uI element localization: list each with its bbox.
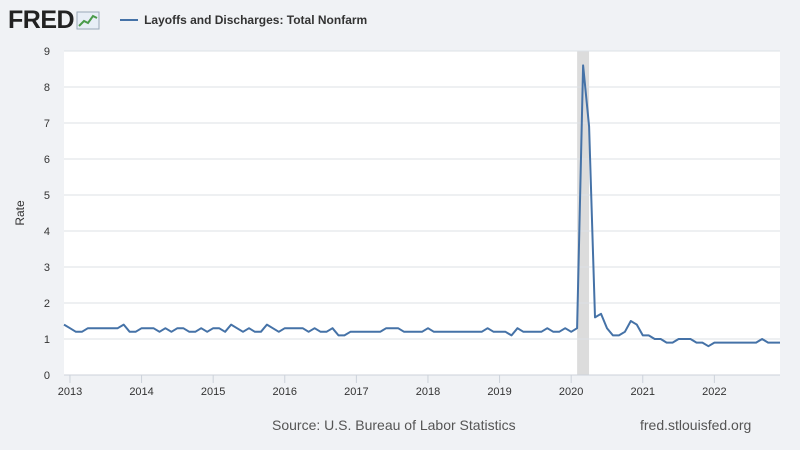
source-note: Source: U.S. Bureau of Labor Statistics <box>272 417 516 433</box>
y-tick-label: 3 <box>44 262 50 274</box>
x-tick-label: 2016 <box>273 386 297 398</box>
series-line-layoffs[interactable] <box>63 64 780 348</box>
legend[interactable]: Layoffs and Discharges: Total Nonfarm <box>120 13 367 27</box>
x-tick-label: 2013 <box>58 386 82 398</box>
y-tick-label: 4 <box>44 226 50 238</box>
x-tick-label: 2019 <box>487 386 511 398</box>
y-axis-label: Rate <box>13 200 27 226</box>
y-tick-label: 8 <box>44 82 50 94</box>
plot-area <box>64 51 780 375</box>
y-tick-label: 6 <box>44 154 50 166</box>
y-tick-label: 7 <box>44 118 50 130</box>
x-tick-label: 2021 <box>631 386 655 398</box>
y-tick-label: 2 <box>44 298 50 310</box>
x-tick-label: 2018 <box>416 386 440 398</box>
chart-header: FRED Layoffs and Discharges: Total Nonfa… <box>8 6 367 34</box>
x-tick-label: 2022 <box>702 386 726 398</box>
chart-logo-icon <box>76 11 100 30</box>
fred-logo[interactable]: FRED <box>8 5 75 34</box>
legend-label: Layoffs and Discharges: Total Nonfarm <box>144 13 368 27</box>
x-tick-label: 2020 <box>559 386 583 398</box>
y-tick-label: 5 <box>44 190 50 202</box>
recession-band <box>577 51 590 375</box>
x-tick-label: 2015 <box>201 386 225 398</box>
legend-swatch <box>120 19 139 21</box>
y-tick-label: 0 <box>44 370 50 382</box>
x-tick-label: 2017 <box>344 386 368 398</box>
x-tick-label: 2014 <box>129 386 153 398</box>
y-tick-label: 9 <box>44 46 50 58</box>
site-url[interactable]: fred.stlouisfed.org <box>640 417 752 433</box>
y-tick-label: 1 <box>44 334 50 346</box>
